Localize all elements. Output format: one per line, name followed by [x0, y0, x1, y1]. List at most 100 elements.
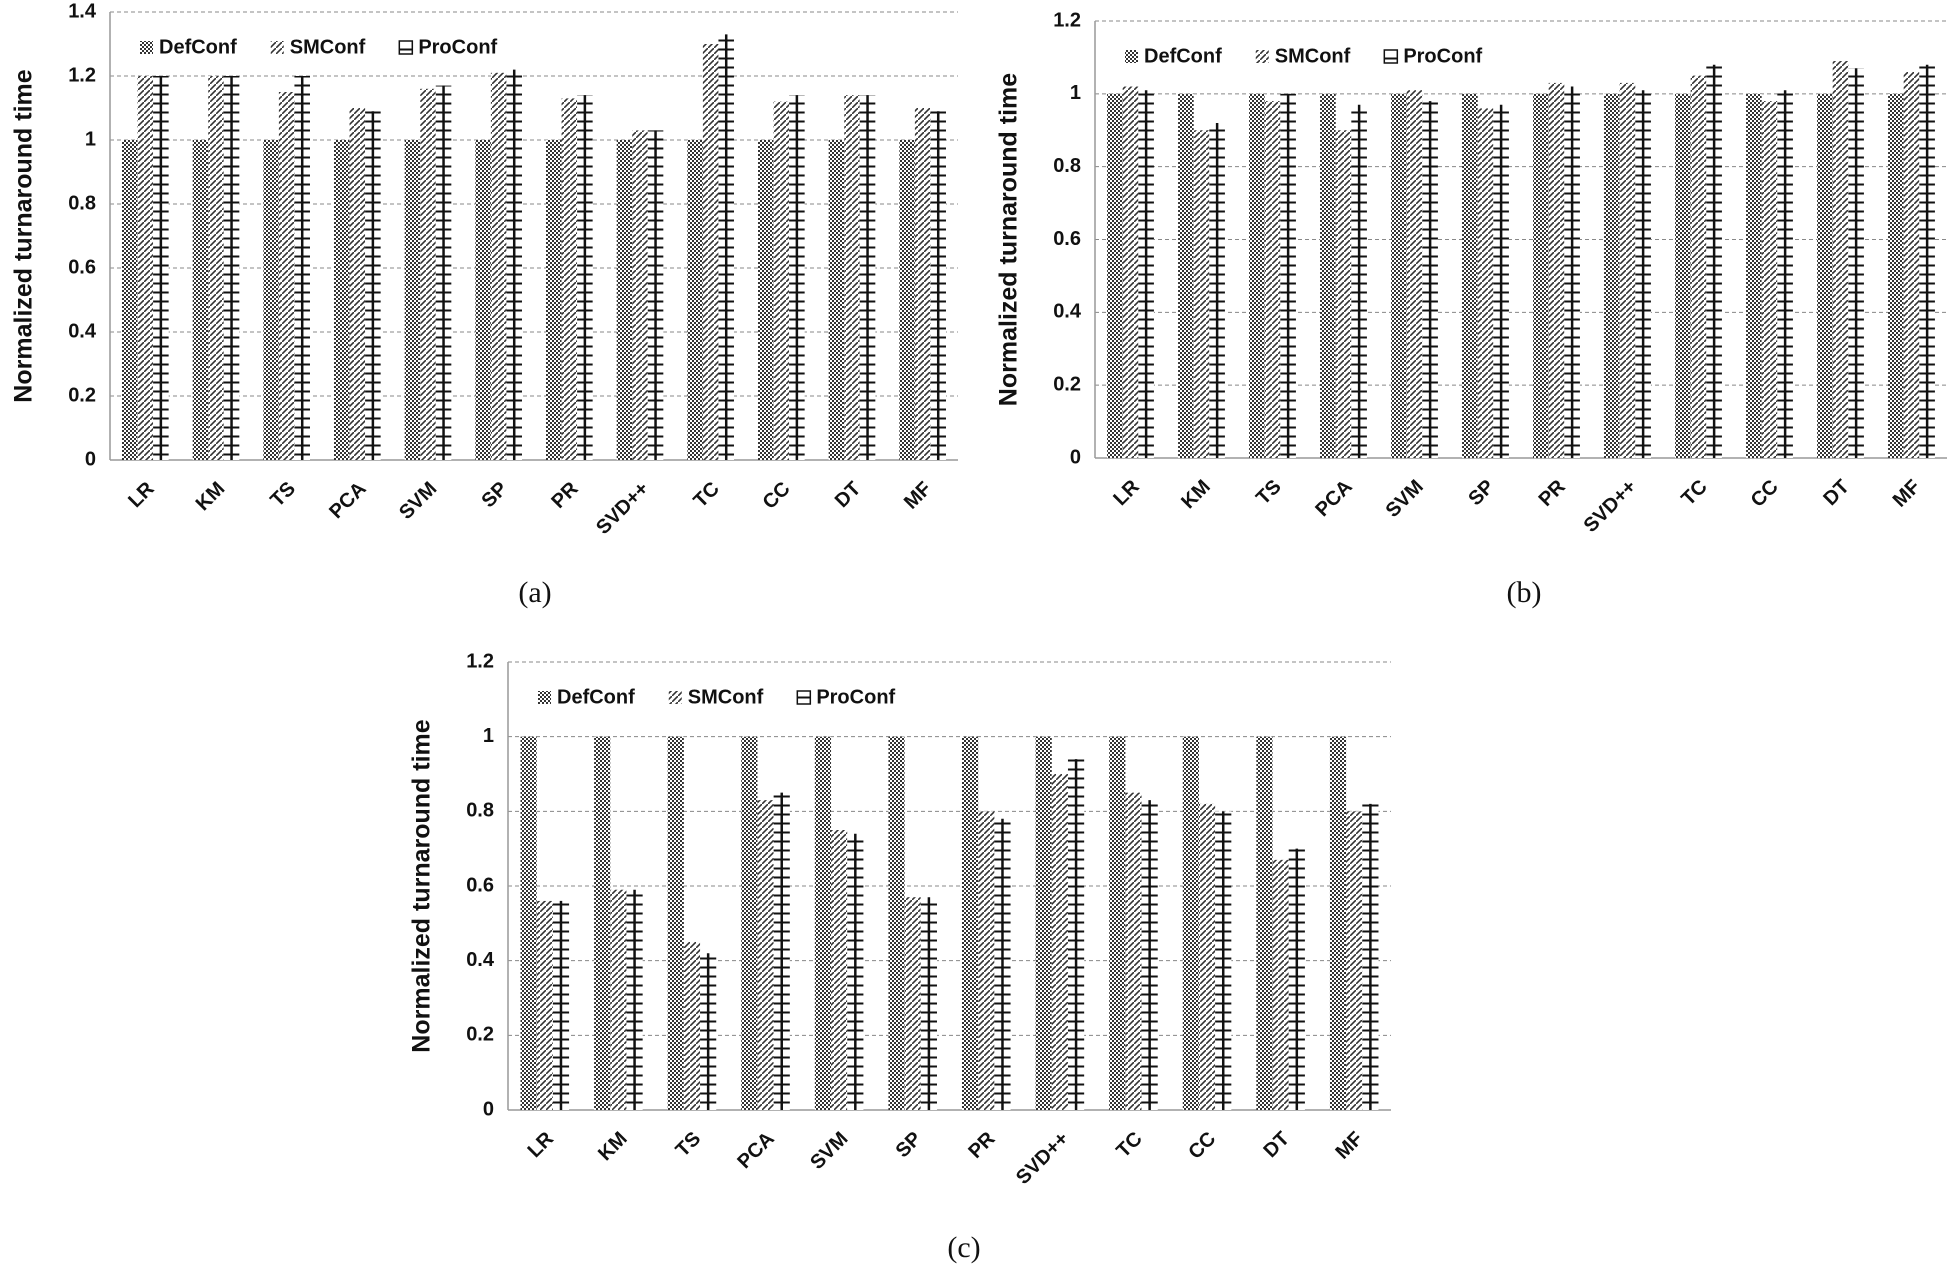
caption: (c) — [947, 1231, 980, 1264]
x-tick-label: TC — [1112, 1128, 1146, 1162]
bar — [520, 736, 537, 1110]
bar — [1406, 90, 1423, 459]
bar — [1619, 82, 1636, 459]
y-tick-label: 0 — [483, 1098, 494, 1120]
bar — [1832, 61, 1849, 458]
y-tick-label: 0.4 — [68, 320, 97, 342]
bar — [1391, 93, 1407, 458]
bar — [1690, 75, 1707, 458]
caption: (a) — [518, 576, 551, 609]
bar — [1193, 130, 1210, 458]
legend-label: DefConf — [1144, 45, 1222, 67]
bar — [1035, 736, 1052, 1110]
y-tick-label: 0.6 — [68, 256, 96, 278]
bar — [1249, 93, 1265, 458]
bar — [1675, 93, 1691, 458]
y-tick-label: 1 — [483, 725, 494, 747]
legend-swatch — [668, 691, 682, 704]
y-tick-label: 0.6 — [1053, 228, 1081, 250]
bar — [1761, 101, 1778, 458]
x-tick-label: PR — [1535, 475, 1571, 511]
bar — [1533, 93, 1549, 458]
bar — [137, 76, 154, 460]
y-tick-label: 0 — [1070, 446, 1081, 468]
y-axis-title: Normalized turnaround time — [10, 69, 38, 402]
bar — [888, 736, 905, 1110]
caption: (b) — [1507, 576, 1542, 609]
bar — [667, 736, 684, 1110]
bar — [1264, 101, 1281, 458]
x-tick-label: TS — [1252, 476, 1286, 510]
x-tick-label: PCA — [733, 1128, 778, 1173]
y-tick-label: 0.2 — [68, 384, 96, 406]
bar — [490, 72, 507, 461]
legend-label: SMConf — [290, 36, 366, 58]
bar — [561, 98, 578, 461]
x-tick-label: KM — [594, 1128, 632, 1166]
x-tick-label: SVM — [395, 478, 441, 524]
legend-swatch — [1255, 50, 1269, 63]
bar — [741, 736, 758, 1110]
x-tick-label: SVM — [806, 1128, 852, 1174]
y-tick-label: 0.4 — [1053, 301, 1082, 323]
legend-label: SMConf — [1275, 45, 1351, 67]
bar — [1604, 93, 1620, 458]
x-tick-label: LR — [1109, 475, 1144, 510]
bar — [758, 140, 774, 460]
x-tick-label: PCA — [1311, 476, 1356, 521]
x-tick-label: MF — [1331, 1128, 1367, 1164]
legend-swatch — [398, 40, 414, 55]
bar — [831, 830, 848, 1110]
bar — [1122, 86, 1139, 459]
x-tick-label: SP — [1464, 476, 1498, 510]
bar — [1335, 130, 1352, 458]
bar — [1320, 93, 1336, 458]
x-tick-label: CC — [1747, 476, 1783, 512]
bar — [1051, 774, 1068, 1110]
bar — [610, 889, 627, 1110]
bar — [546, 140, 562, 460]
legend-label: ProConf — [816, 686, 895, 708]
bar — [1272, 859, 1289, 1110]
bar — [757, 800, 774, 1110]
x-tick-label: DT — [1259, 1128, 1293, 1162]
bar — [1477, 108, 1494, 459]
bar — [404, 140, 421, 460]
y-axis-title: Normalized turnaround time — [408, 719, 436, 1052]
bar — [1198, 803, 1216, 1110]
x-tick-label: TC — [1677, 476, 1711, 510]
x-tick-label: KM — [1177, 476, 1215, 514]
x-tick-label: TS — [266, 478, 300, 512]
bar — [278, 92, 295, 460]
bar — [475, 140, 491, 460]
bar — [899, 140, 915, 460]
x-tick-label: SP — [892, 1128, 926, 1162]
y-tick-label: 0.8 — [68, 192, 96, 214]
bar — [914, 108, 931, 460]
bar — [978, 811, 995, 1110]
bar — [814, 736, 832, 1110]
bar — [904, 897, 921, 1110]
legend-label: SMConf — [688, 686, 764, 708]
y-tick-label: 0.8 — [1053, 155, 1081, 177]
x-tick-label: PR — [547, 477, 583, 513]
bar — [1888, 93, 1904, 458]
bar — [536, 900, 553, 1110]
legend-swatch — [1383, 49, 1399, 64]
x-tick-label: DT — [1819, 476, 1853, 510]
x-tick-label: SVD++ — [1012, 1128, 1073, 1189]
y-tick-label: 0.2 — [1053, 373, 1081, 395]
x-tick-label: CC — [1184, 1128, 1220, 1164]
y-tick-label: 1.2 — [466, 650, 494, 672]
y-tick-label: 0.8 — [466, 800, 494, 822]
y-tick-label: 1.4 — [68, 0, 97, 22]
y-tick-label: 1 — [1070, 82, 1081, 104]
bar — [263, 140, 279, 460]
bar — [1109, 736, 1126, 1110]
legend-swatch — [140, 41, 153, 54]
bar — [1903, 71, 1920, 458]
bar — [349, 108, 366, 460]
x-tick-label: CC — [759, 478, 795, 514]
bar — [420, 88, 436, 461]
